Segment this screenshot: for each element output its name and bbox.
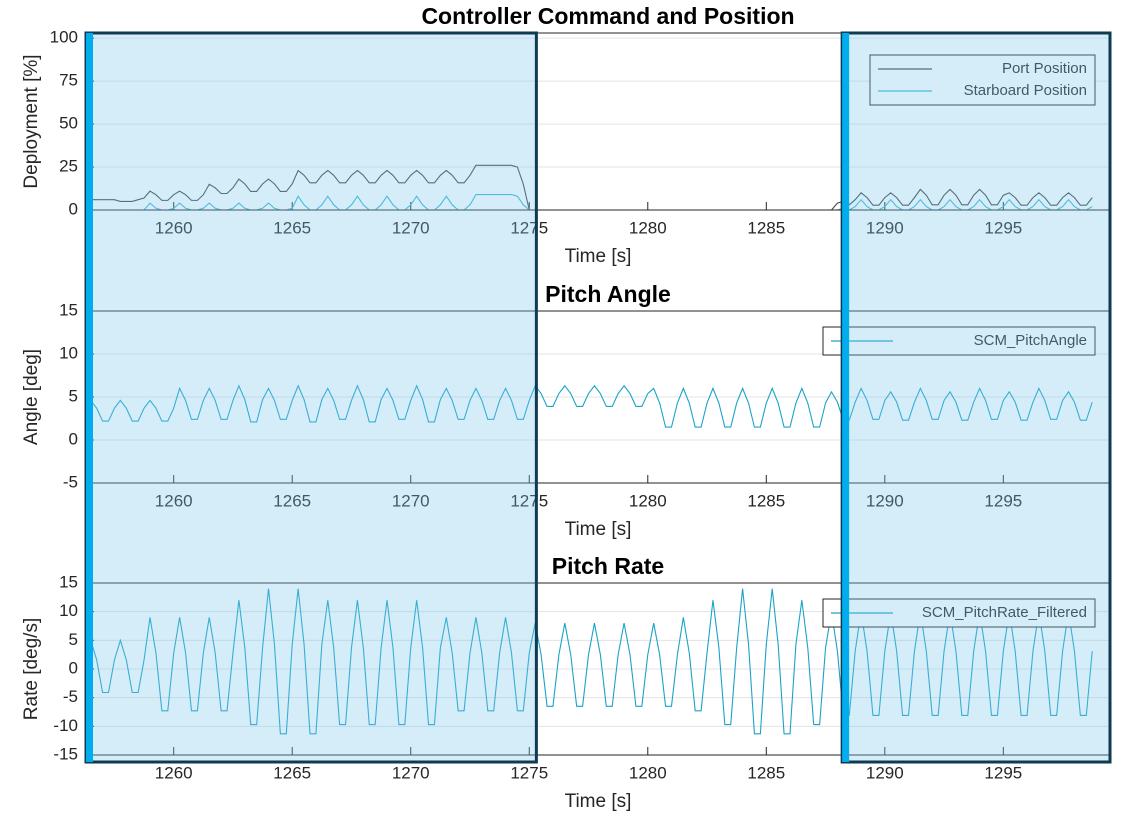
y-tick-label: 15: [59, 572, 78, 591]
chart-title: Controller Command and Position: [421, 3, 794, 29]
y-tick-label: 5: [69, 386, 78, 405]
x-axis-label: Time [s]: [565, 791, 632, 812]
x-tick-label: 1285: [747, 491, 785, 510]
x-tick-label: 1280: [629, 491, 667, 510]
y-tick-label: 10: [59, 343, 78, 362]
x-tick-label: 1275: [510, 218, 548, 237]
highlight-region: [84, 31, 538, 764]
x-tick-label: 1270: [392, 491, 430, 510]
highlight-region: [840, 31, 1112, 764]
x-tick-label: 1265: [273, 491, 311, 510]
data-line: [90, 588, 1093, 735]
x-tick-label: 1285: [747, 218, 785, 237]
legend-label: SCM_PitchRate_Filtered: [922, 604, 1087, 621]
y-tick-label: 25: [59, 157, 78, 176]
y-tick-label: -15: [53, 744, 78, 763]
y-axis-label: Angle [deg]: [21, 349, 42, 445]
y-tick-label: -5: [63, 472, 78, 491]
x-tick-label: 1285: [747, 763, 785, 782]
x-tick-label: 1260: [155, 763, 193, 782]
x-tick-label: 1280: [629, 218, 667, 237]
x-tick-label: 1265: [273, 763, 311, 782]
highlight-edge: [86, 33, 93, 762]
y-tick-label: 0: [69, 199, 78, 218]
x-tick-label: 1290: [866, 763, 904, 782]
y-tick-label: 75: [59, 71, 78, 90]
x-tick-label: 1290: [866, 218, 904, 237]
y-axis-label: Rate [deg/s]: [21, 618, 42, 720]
y-tick-label: 10: [59, 601, 78, 620]
legend-label: Starboard Position: [964, 82, 1087, 99]
x-axis-label: Time [s]: [565, 246, 632, 267]
x-axis-label: Time [s]: [565, 519, 632, 540]
x-tick-label: 1275: [510, 491, 548, 510]
y-axis-label: Deployment [%]: [21, 54, 42, 188]
y-tick-label: 5: [69, 630, 78, 649]
x-tick-label: 1295: [984, 763, 1022, 782]
y-tick-label: -5: [63, 687, 78, 706]
x-tick-label: 1280: [629, 763, 667, 782]
y-tick-label: 0: [69, 429, 78, 448]
x-tick-label: 1270: [392, 763, 430, 782]
y-tick-label: -10: [53, 716, 78, 735]
y-tick-label: 50: [59, 114, 78, 133]
highlight-edge: [842, 33, 850, 762]
x-tick-label: 1265: [273, 218, 311, 237]
x-tick-label: 1270: [392, 218, 430, 237]
y-tick-label: 0: [69, 658, 78, 677]
data-line: [90, 384, 1093, 428]
x-tick-label: 1275: [510, 763, 548, 782]
x-tick-label: 1260: [155, 218, 193, 237]
x-tick-label: 1295: [984, 491, 1022, 510]
chart-title: Pitch Angle: [545, 281, 671, 307]
x-tick-label: 1295: [984, 218, 1022, 237]
legend-label: Port Position: [1002, 60, 1087, 77]
legend-label: SCM_PitchAngle: [974, 332, 1087, 349]
chart-title: Pitch Rate: [552, 553, 664, 579]
x-tick-label: 1260: [155, 491, 193, 510]
legend-box: [869, 54, 1096, 106]
x-tick-label: 1290: [866, 491, 904, 510]
y-tick-label: 15: [59, 300, 78, 319]
y-tick-label: 100: [50, 28, 78, 47]
